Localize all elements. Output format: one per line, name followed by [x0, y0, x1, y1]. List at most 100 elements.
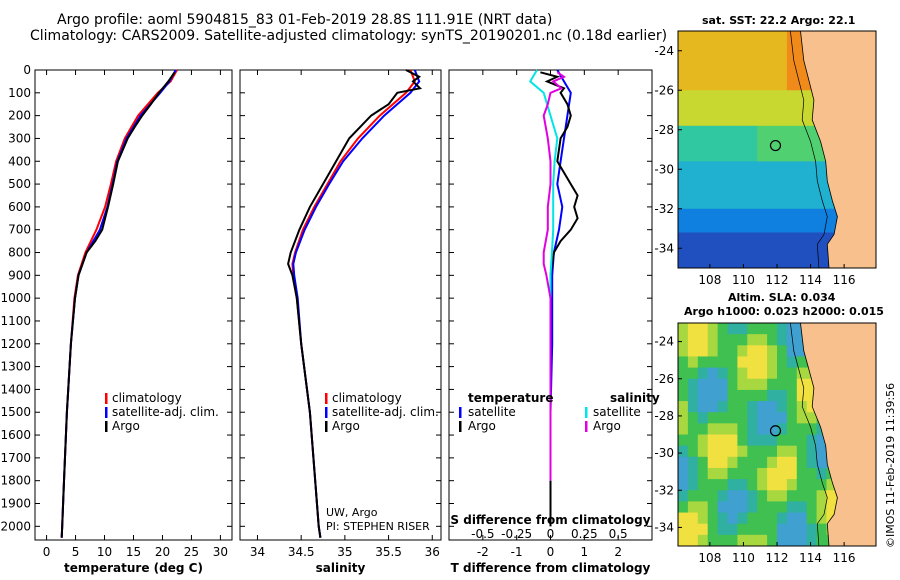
- legend-swatch: [459, 421, 462, 432]
- map-cell: [678, 412, 689, 424]
- map-cell: [796, 137, 808, 150]
- y-tick-label: 500: [8, 177, 31, 191]
- map-cell: [687, 31, 699, 44]
- map-cell: [747, 456, 758, 469]
- map-cell: [786, 185, 798, 198]
- map-cell: [707, 173, 719, 186]
- map-cell: [727, 523, 738, 536]
- map-cell: [707, 42, 719, 56]
- map-cell: [727, 173, 738, 186]
- map-cell: [707, 467, 719, 480]
- map-cell: [737, 378, 748, 391]
- map-cell: [786, 434, 798, 447]
- y-tick-label: 1900: [0, 496, 31, 510]
- map-cell: [767, 149, 778, 162]
- map-cell: [786, 149, 798, 162]
- map-cell: [777, 137, 788, 150]
- map-cell: [737, 523, 748, 536]
- map-cell: [747, 244, 758, 257]
- map-cell: [796, 512, 808, 525]
- map-cell: [757, 389, 768, 402]
- map-cell: [717, 54, 728, 68]
- map-cell: [707, 434, 719, 447]
- map-cell: [687, 501, 699, 514]
- map-cell: [737, 512, 748, 525]
- map-cell: [796, 423, 808, 435]
- map-cell: [767, 173, 778, 186]
- map-cell: [757, 66, 768, 79]
- map-cell: [796, 208, 808, 222]
- map-cell: [816, 220, 827, 233]
- map-cell: [767, 534, 778, 547]
- map-cell: [786, 196, 798, 210]
- map-cell: [796, 173, 808, 186]
- map-cell: [806, 244, 818, 257]
- map-cell: [747, 66, 758, 79]
- map-cell: [757, 31, 768, 44]
- map-cell: [767, 42, 778, 56]
- map-cell: [747, 401, 758, 413]
- map-cell: [687, 137, 699, 150]
- map-cell: [757, 479, 768, 491]
- map-cell: [687, 323, 699, 335]
- map-cell: [806, 501, 818, 514]
- map-cell: [767, 208, 778, 222]
- map-cell: [697, 113, 709, 127]
- map-cell: [767, 113, 778, 127]
- map-cell: [717, 389, 728, 402]
- map-cell: [727, 367, 738, 380]
- map-cell: [816, 523, 827, 536]
- map-cell: [757, 523, 768, 536]
- map-cell: [707, 456, 719, 469]
- map-cell: [717, 244, 728, 257]
- map-cell: [687, 149, 699, 162]
- map-cell: [757, 78, 768, 91]
- map-cell: [816, 185, 827, 198]
- x-tick-label: 2: [614, 545, 622, 559]
- map-cell: [717, 367, 728, 380]
- map-cell: [806, 512, 818, 525]
- map-cell: [697, 401, 709, 413]
- map-cell: [697, 137, 709, 150]
- map-cell: [707, 137, 719, 150]
- map-cell: [796, 523, 808, 536]
- map-cell: [697, 78, 709, 91]
- map-cell: [757, 137, 768, 150]
- map-cell: [707, 113, 719, 127]
- map-cell: [687, 434, 699, 447]
- map-cell: [786, 423, 798, 435]
- map-cell: [707, 389, 719, 402]
- map-cell: [757, 42, 768, 56]
- map-cell: [707, 367, 719, 380]
- map-cell: [707, 232, 719, 245]
- legend-title-temperature: temperature: [468, 391, 553, 405]
- map-cell: [727, 149, 738, 162]
- map-cell: [767, 90, 778, 103]
- map-cell: [727, 196, 738, 210]
- map-cell: [816, 479, 827, 491]
- map-cell: [687, 356, 699, 369]
- map-cell: [747, 161, 758, 174]
- map-cell: [717, 185, 728, 198]
- map-cell: [697, 66, 709, 79]
- map-cell: [737, 323, 748, 335]
- map-cell: [757, 149, 768, 162]
- map-cell: [678, 501, 689, 514]
- map-cell: [786, 412, 798, 424]
- map-cell: [767, 31, 778, 44]
- map-cell: [757, 467, 768, 480]
- map-cell: [747, 490, 758, 502]
- map-cell: [687, 345, 699, 357]
- map-cell: [786, 490, 798, 502]
- map-cell: [687, 490, 699, 502]
- map-cell: [678, 185, 689, 198]
- map-cell: [687, 523, 699, 536]
- map-cell: [687, 161, 699, 174]
- map-cell: [717, 378, 728, 391]
- y-tick-label: 2000: [0, 519, 31, 533]
- map-cell: [786, 90, 798, 103]
- map-cell: [687, 78, 699, 91]
- map-cell: [777, 445, 788, 458]
- map-cell: [747, 220, 758, 233]
- isobath-line: [790, 322, 828, 547]
